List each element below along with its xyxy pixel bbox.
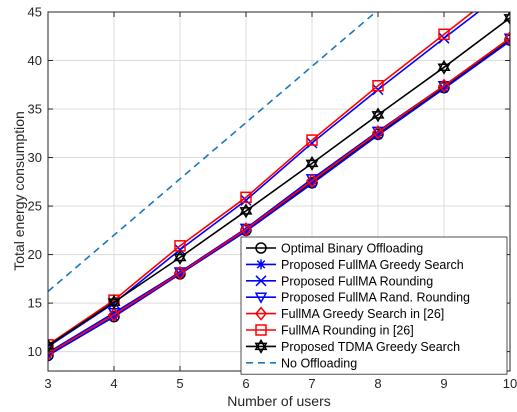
series-line — [48, 12, 377, 293]
series-line — [48, 17, 510, 347]
y-tick-label: 45 — [28, 5, 42, 20]
y-tick-label: 30 — [28, 150, 42, 165]
hexagram-marker — [503, 12, 510, 22]
x-tick-label: 4 — [110, 376, 117, 391]
legend-label: FullMA Greedy Search in [26] — [281, 307, 444, 321]
hexagram-marker — [48, 338, 55, 350]
square-marker — [372, 79, 384, 92]
x-marker — [438, 32, 450, 44]
y-tick-label: 20 — [28, 247, 42, 262]
diamond-marker — [438, 78, 450, 93]
square-marker — [48, 339, 54, 351]
square-marker — [306, 134, 318, 146]
y-tick-label: 35 — [28, 102, 42, 117]
diamond-marker — [372, 125, 384, 140]
y-tick-label: 25 — [28, 199, 42, 214]
diamond-marker — [108, 307, 120, 322]
asterisk-marker — [241, 226, 251, 237]
x-tick-label: 3 — [44, 376, 51, 391]
diamond-marker — [240, 222, 252, 237]
hexagram-marker — [305, 155, 319, 168]
hexagram-marker — [437, 59, 451, 72]
y-tick-label: 15 — [28, 296, 42, 311]
series-line — [48, 12, 474, 346]
diamond-marker — [174, 265, 186, 281]
square-marker — [240, 191, 252, 204]
hexagram-marker — [503, 14, 510, 26]
diamond-marker — [504, 31, 510, 46]
hexagram-marker — [254, 338, 268, 351]
hexagram-marker — [239, 203, 253, 215]
circle-marker — [255, 242, 267, 254]
circle-marker — [504, 34, 510, 46]
x-tick-label: 5 — [176, 376, 183, 391]
asterisk-marker — [175, 268, 185, 279]
hexagram-marker — [173, 253, 187, 265]
series-line — [48, 40, 510, 357]
legend-label: Proposed FullMA Greedy Search — [281, 258, 464, 272]
x-tick-label: 8 — [374, 376, 381, 391]
hexagram-marker — [437, 63, 451, 75]
triangle-marker — [503, 33, 510, 45]
y-tick-label: 10 — [28, 344, 42, 359]
hexagram-marker — [371, 111, 385, 123]
hexagram-marker — [254, 342, 268, 354]
square-marker — [255, 324, 267, 336]
triangle-marker — [254, 292, 268, 304]
square-marker — [438, 28, 450, 41]
series-proposed-tdma-greedy-search — [48, 12, 510, 354]
hexagram-marker — [371, 107, 385, 119]
y-axis-label: Total energy consumption — [11, 111, 27, 271]
series-line — [48, 37, 510, 355]
triangle-marker — [437, 80, 451, 93]
x-marker — [306, 137, 318, 149]
asterisk-marker — [439, 83, 449, 94]
hexagram-marker — [239, 207, 253, 219]
legend-box — [240, 236, 508, 375]
x-tick-label: 9 — [440, 376, 447, 391]
x-axis-label: Number of users — [227, 393, 330, 409]
legend-label: Optimal Binary Offloading — [281, 242, 423, 256]
legend-label: No Offloading — [281, 356, 357, 370]
diamond-marker — [306, 173, 318, 188]
x-marker — [240, 194, 252, 206]
x-tick-label: 10 — [503, 376, 517, 391]
hexagram-marker — [107, 298, 121, 310]
series-no-offloading — [48, 12, 377, 293]
x-marker — [174, 244, 186, 256]
legend-label: Proposed FullMA Rand. Rounding — [281, 291, 470, 305]
triangle-marker — [48, 347, 55, 360]
hexagram-marker — [107, 294, 121, 306]
hexagram-marker — [48, 342, 55, 354]
legend-label: Proposed TDMA Greedy Search — [281, 340, 460, 354]
hexagram-marker — [173, 249, 187, 262]
x-marker — [255, 275, 267, 287]
y-tick-label: 40 — [28, 53, 42, 68]
legend-label: Proposed FullMA Rounding — [281, 274, 433, 288]
asterisk-marker — [256, 259, 266, 270]
hexagram-marker — [305, 159, 319, 171]
diamond-marker — [255, 306, 267, 321]
x-marker — [372, 84, 384, 96]
legend: Optimal Binary Offloading Proposed FullMA… — [240, 236, 508, 375]
x-tick-label: 7 — [308, 376, 315, 391]
legend-label: FullMA Rounding in [26] — [281, 324, 414, 338]
x-tick-label: 6 — [242, 376, 249, 391]
